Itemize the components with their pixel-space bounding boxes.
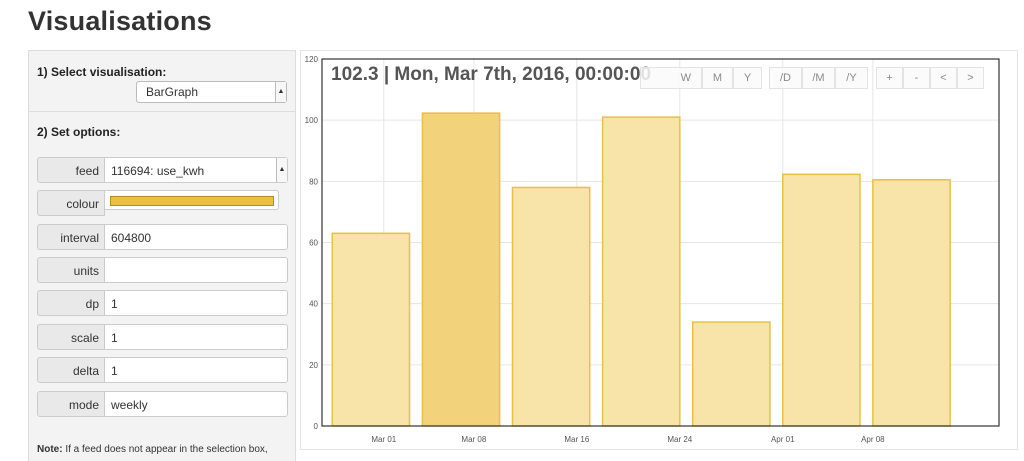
page-title: Visualisations bbox=[28, 6, 212, 36]
x-tick-label: Mar 08 bbox=[461, 435, 486, 444]
feed-note: Note: If a feed does not appear in the s… bbox=[37, 443, 289, 456]
y-tick-label: 20 bbox=[309, 361, 318, 370]
y-tick-label: 60 bbox=[309, 239, 318, 248]
units-input[interactable] bbox=[105, 257, 288, 283]
y-tick-label: 120 bbox=[305, 55, 319, 64]
button-year[interactable]: Y bbox=[733, 67, 762, 89]
bar bbox=[691, 321, 771, 427]
delta-input[interactable]: 1 bbox=[105, 357, 288, 383]
x-tick-label: Mar 16 bbox=[564, 435, 589, 444]
note-text: If a feed does not appear in the selecti… bbox=[62, 444, 268, 455]
option-label-mode: mode bbox=[37, 391, 105, 417]
chevron-down-icon: ▲ bbox=[276, 158, 287, 182]
y-tick-label: 0 bbox=[314, 422, 319, 431]
option-label-interval: interval bbox=[37, 224, 105, 250]
option-label-units: units bbox=[37, 257, 105, 283]
option-label-feed: feed bbox=[37, 157, 105, 183]
option-row-scale: scale 1 bbox=[37, 324, 288, 350]
bar bbox=[782, 173, 861, 427]
dp-input[interactable]: 1 bbox=[105, 290, 288, 316]
visualisation-select[interactable]: BarGraph ▲ bbox=[136, 81, 287, 103]
y-tick-label: 40 bbox=[309, 300, 318, 309]
option-row-dp: dp 1 bbox=[37, 290, 288, 316]
y-tick-label: 100 bbox=[305, 116, 319, 125]
value-readout: 102.3 | Mon, Mar 7th, 2016, 00:00:00 bbox=[331, 64, 652, 85]
zoom-in-button[interactable]: + bbox=[876, 67, 903, 89]
option-row-units: units bbox=[37, 257, 288, 283]
bar bbox=[872, 179, 951, 427]
interval-input[interactable]: 604800 bbox=[105, 224, 288, 250]
button-month[interactable]: M bbox=[702, 67, 733, 89]
option-row-mode: mode weekly bbox=[37, 391, 288, 417]
option-row-delta: delta 1 bbox=[37, 357, 288, 383]
y-tick-label: 80 bbox=[309, 177, 318, 186]
button-per-day[interactable]: /D bbox=[769, 67, 802, 89]
x-tick-label: Mar 24 bbox=[667, 435, 692, 444]
button-week[interactable]: W bbox=[640, 67, 702, 89]
visualisation-select-value: BarGraph bbox=[146, 85, 199, 99]
colour-swatch bbox=[110, 196, 274, 206]
button-per-month[interactable]: /M bbox=[802, 67, 835, 89]
select-visualisation-heading: 1) Select visualisation: bbox=[37, 65, 167, 79]
option-label-colour: colour bbox=[37, 190, 105, 216]
feed-select-value: 116694: use_kwh bbox=[111, 164, 205, 178]
x-tick-label: Apr 08 bbox=[861, 435, 885, 444]
option-row-interval: interval 604800 bbox=[37, 224, 288, 250]
option-label-dp: dp bbox=[37, 290, 105, 316]
option-label-delta: delta bbox=[37, 357, 105, 383]
x-tick-label: Mar 01 bbox=[371, 435, 396, 444]
option-row-colour: colour bbox=[37, 190, 288, 216]
plot-border bbox=[321, 58, 1000, 427]
note-label: Note: bbox=[37, 444, 63, 455]
set-options-heading: 2) Set options: bbox=[37, 125, 121, 139]
bar bbox=[511, 186, 591, 427]
button-per-year[interactable]: /Y bbox=[835, 67, 868, 89]
bar bbox=[601, 116, 681, 427]
zoom-out-button[interactable]: - bbox=[903, 67, 930, 89]
option-row-feed: feed 116694: use_kwh ▲ bbox=[37, 157, 288, 183]
bar bbox=[331, 232, 411, 427]
scale-input[interactable]: 1 bbox=[105, 324, 288, 350]
mode-input[interactable]: weekly bbox=[105, 391, 288, 417]
panel-divider bbox=[29, 111, 295, 112]
feed-select[interactable]: 116694: use_kwh ▲ bbox=[105, 157, 288, 183]
x-tick-label: Apr 01 bbox=[771, 435, 795, 444]
bar bbox=[421, 112, 501, 427]
colour-picker[interactable] bbox=[105, 190, 279, 210]
option-label-scale: scale bbox=[37, 324, 105, 350]
pan-right-button[interactable]: > bbox=[957, 67, 984, 89]
chevron-down-icon: ▲ bbox=[275, 82, 286, 102]
options-panel: 1) Select visualisation: BarGraph ▲ 2) S… bbox=[28, 50, 296, 461]
pan-left-button[interactable]: < bbox=[930, 67, 957, 89]
